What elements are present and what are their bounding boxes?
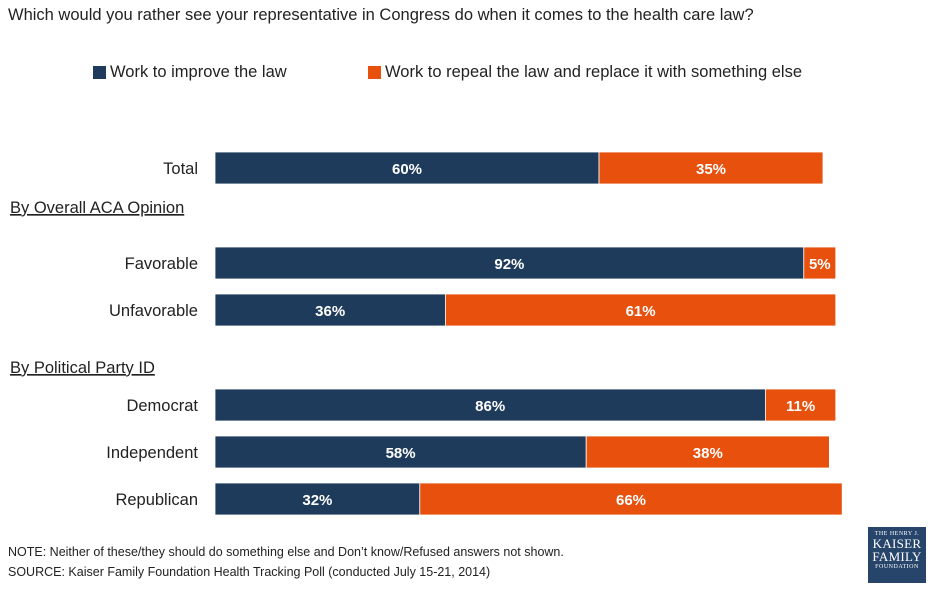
row-label-republican: Republican	[115, 491, 198, 509]
legend-swatch-improve	[93, 65, 106, 79]
group-header-by-overall-aca-opinion: By Overall ACA Opinion	[10, 199, 184, 217]
row-label-favorable: Favorable	[125, 255, 198, 273]
bar-republican-improve	[214, 482, 421, 516]
bar-unfavorable-repeal	[444, 293, 837, 327]
data-label-favorable-improve: 92%	[494, 256, 524, 273]
row-label-independent: Independent	[106, 444, 198, 462]
legend-item-improve: Work to improve the law	[93, 62, 287, 82]
bar-unfavorable-improve	[214, 293, 446, 327]
data-label-independent-improve: 58%	[386, 445, 416, 462]
legend-item-repeal: Work to repeal the law and replace it wi…	[368, 62, 802, 82]
legend-label-improve: Work to improve the law	[110, 62, 287, 81]
chart-source: SOURCE: Kaiser Family Foundation Health …	[8, 565, 491, 579]
bar-democrat-repeal	[765, 388, 837, 422]
bar-total-improve	[214, 151, 600, 185]
row-label-total: Total	[163, 160, 198, 178]
data-label-total-improve: 60%	[392, 161, 422, 178]
bar-favorable-repeal	[803, 246, 837, 280]
data-label-republican-repeal: 66%	[616, 492, 646, 509]
data-label-favorable-repeal: 5%	[809, 256, 831, 273]
data-label-democrat-improve: 86%	[475, 398, 505, 415]
bar-republican-repeal	[419, 482, 843, 516]
logo-line-2: KAISER	[872, 536, 922, 551]
logo-line-4: FOUNDATION	[875, 564, 919, 570]
bar-favorable-improve	[214, 246, 805, 280]
legend-swatch-repeal	[368, 65, 381, 79]
row-label-unfavorable: Unfavorable	[109, 302, 198, 320]
data-label-republican-improve: 32%	[302, 492, 332, 509]
logo-line-1: THE HENRY J.	[874, 531, 920, 537]
legend-label-repeal: Work to repeal the law and replace it wi…	[385, 62, 802, 81]
data-label-unfavorable-improve: 36%	[315, 303, 345, 320]
row-label-democrat: Democrat	[126, 397, 198, 415]
chart-note: NOTE: Neither of these/they should do so…	[8, 545, 564, 559]
group-header-by-political-party-id: By Political Party ID	[10, 359, 155, 377]
bar-total-repeal	[598, 151, 824, 185]
logo-line-3: FAMILY	[872, 549, 922, 564]
bar-independent-improve	[214, 435, 587, 469]
data-label-democrat-repeal: 11%	[786, 398, 815, 415]
data-label-unfavorable-repeal: 61%	[626, 303, 656, 320]
data-label-total-repeal: 35%	[696, 161, 726, 178]
kaiser-logo: THE HENRY J. KAISER FAMILY FOUNDATION	[868, 527, 926, 583]
data-label-independent-repeal: 38%	[693, 445, 723, 462]
bar-independent-repeal	[585, 435, 830, 469]
chart-title: Which would you rather see your represen…	[8, 6, 754, 24]
